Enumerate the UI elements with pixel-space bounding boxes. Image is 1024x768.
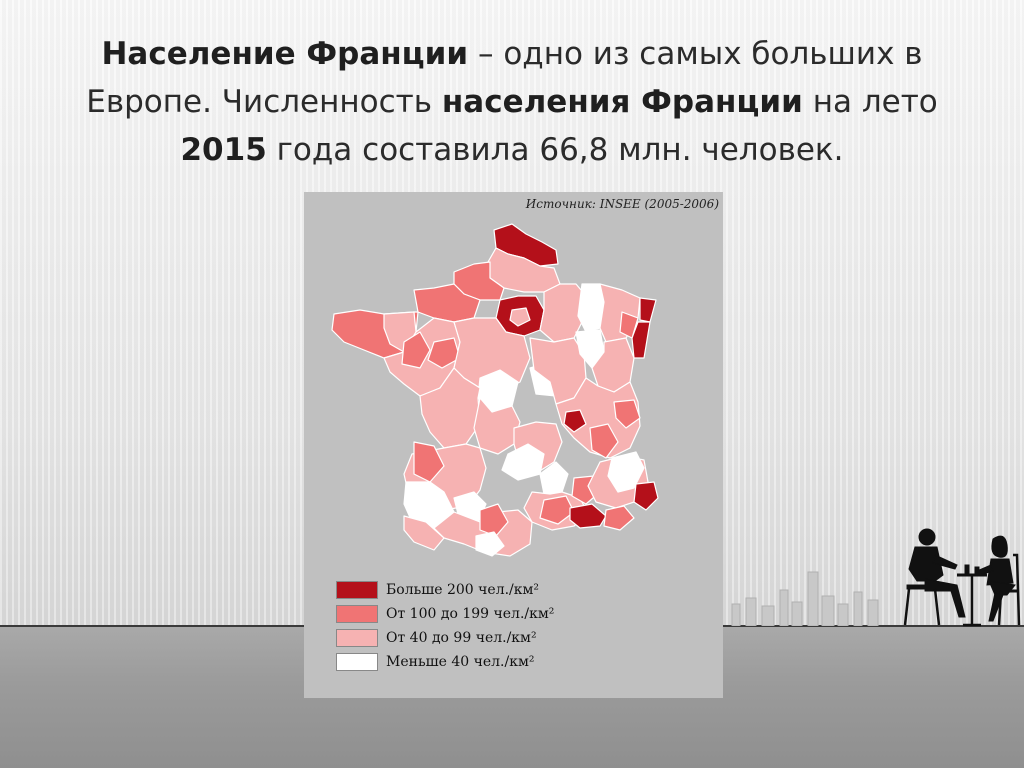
legend-row-high: Больше 200 чел./км² [336, 578, 554, 602]
region-alsace-north [639, 297, 657, 323]
region-auvergne-white1 [501, 443, 545, 481]
region-isere [589, 423, 619, 459]
region-toulouse [479, 503, 509, 537]
region-basse-normandie [413, 283, 481, 323]
region-var [603, 505, 635, 531]
region-gironde [413, 441, 445, 483]
region-nice [633, 481, 659, 511]
city-skyline-decoration [731, 571, 879, 626]
region-savoie [613, 399, 641, 429]
region-herault [539, 495, 575, 525]
legend-swatch-low [336, 629, 378, 647]
map-source: Источник: INSEE (2005-2006) [525, 197, 719, 211]
map-legend: Больше 200 чел./км² От 100 до 199 чел./к… [336, 578, 554, 674]
region-pyrenees-atl [403, 515, 445, 551]
title-part: – одно из самых больших в Европе. Числен… [86, 36, 923, 120]
region-paris [509, 307, 531, 327]
title-part: Население Франции [101, 36, 469, 72]
legend-swatch-high [336, 581, 378, 599]
legend-swatch-very-low [336, 653, 378, 671]
france-map [331, 223, 659, 557]
region-ariege-white [475, 531, 505, 557]
slide-title: Население Франции – одно из самых больши… [70, 30, 954, 174]
cafe-silhouette-decoration [903, 528, 1021, 627]
title-part: на лето [802, 84, 938, 120]
title-part: 2015 [180, 132, 267, 168]
title-part: года составила 66,8 млн. человек. [266, 132, 844, 168]
region-bouches [569, 503, 607, 529]
legend-label-very-low: Меньше 40 чел./км² [386, 654, 535, 670]
region-vosges [619, 311, 639, 339]
legend-row-mid: От 100 до 199 чел./км² [336, 602, 554, 626]
region-auvergne-white2 [539, 461, 569, 495]
region-alpes-white [607, 451, 645, 493]
legend-row-very-low: Меньше 40 чел./км² [336, 650, 554, 674]
legend-label-high: Больше 200 чел./км² [386, 582, 540, 598]
legend-label-mid: От 100 до 199 чел./км² [386, 606, 555, 622]
region-champagne [539, 283, 587, 343]
legend-row-low: От 40 до 99 чел./км² [336, 626, 554, 650]
region-loire-mid [401, 331, 431, 369]
title-part: населения Франции [441, 84, 803, 120]
legend-label-low: От 40 до 99 чел./км² [386, 630, 537, 646]
map-panel: Источник: INSEE (2005-2006) [304, 192, 723, 698]
region-sarthe [427, 337, 461, 369]
region-lyon [563, 409, 587, 433]
legend-swatch-mid [336, 605, 378, 623]
